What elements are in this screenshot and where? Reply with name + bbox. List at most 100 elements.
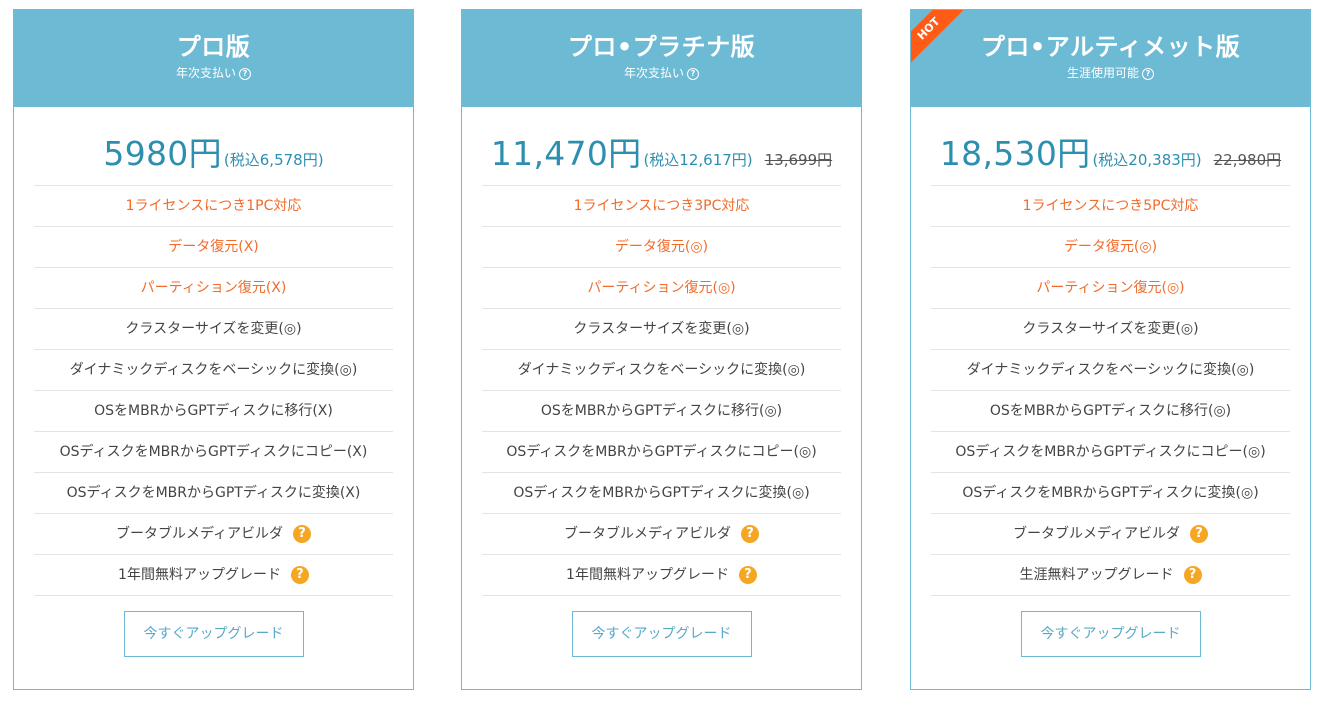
billing-info: 年次支払い? [14,65,413,81]
feature-label: OSディスクをMBRからGPTディスクにコピー(◎) [955,444,1266,460]
feature-label: 生涯無料アップグレード [1019,567,1174,583]
feature-item: OSディスクをMBRからGPTディスクにコピー(X) [34,432,393,473]
help-icon[interactable]: ? [293,525,312,543]
price-tax: (税込6,578円) [223,151,324,169]
plan-name: プロ•プラチナ版 [567,33,756,61]
feature-list: 1ライセンスにつき5PC対応 データ復元(◎) パーティション復元(◎) クラスターサ… [931,185,1290,596]
feature-item: 1年間無料アップグレード? [34,555,393,596]
feature-label: パーティション復元(◎) [587,280,736,296]
plan-header: プロ版 年次支払い? [14,10,413,107]
price-row: 11,470円 (税込12,617円) 13,699円 [462,107,861,173]
price-row: 5980円 (税込6,578円) [14,107,413,173]
feature-item: ブータブルメディアビルダ? [482,514,841,555]
help-icon[interactable]: ? [239,67,251,80]
feature-label: OSディスクをMBRからGPTディスクにコピー(X) [59,444,368,460]
plan-header: プロ•プラチナ版 年次支払い? [462,10,861,107]
price: 18,530円 [939,134,1091,173]
feature-label: データ復元(◎) [1063,239,1158,255]
help-icon[interactable]: ? [1183,566,1202,584]
feature-item: データ復元(◎) [931,227,1290,268]
billing-label: 年次支払い [175,66,236,80]
feature-label: OSディスクをMBRからGPTディスクに変換(◎) [962,485,1259,501]
feature-label: OSをMBRからGPTディスクに移行(X) [94,403,333,419]
help-icon[interactable]: ? [741,525,760,543]
feature-label: ブータブルメディアビルダ [1012,526,1181,542]
help-icon[interactable]: ? [1190,525,1209,543]
feature-item: パーティション復元(X) [34,268,393,309]
upgrade-button[interactable]: 今すぐアップグレード [571,611,752,657]
feature-item: OSディスクをMBRからGPTディスクに変換(◎) [931,473,1290,514]
feature-label: ブータブルメディアビルダ [563,526,732,542]
plan-name: プロ版 [176,33,251,61]
feature-item: 1年間無料アップグレード? [482,555,841,596]
feature-label: クラスターサイズを変更(◎) [573,321,750,337]
feature-label: データ復元(◎) [614,239,709,255]
feature-label: クラスターサイズを変更(◎) [125,321,302,337]
plan-header: HOT プロ•アルティメット版 生涯使用可能? [911,10,1310,107]
feature-item: パーティション復元(◎) [931,268,1290,309]
plan-card-ultimate: HOT プロ•アルティメット版 生涯使用可能? 18,530円 (税込20,383… [910,9,1311,690]
feature-item: OSディスクをMBRからGPTディスクに変換(X) [34,473,393,514]
help-icon[interactable]: ? [290,566,309,584]
feature-item: クラスターサイズを変更(◎) [931,309,1290,350]
feature-label: 1ライセンスにつき3PC対応 [573,198,750,214]
original-price: 13,699円 [764,151,833,169]
feature-label: 1年間無料アップグレード [118,567,281,583]
feature-label: OSディスクをMBRからGPTディスクに変換(X) [66,485,361,501]
feature-item: 1ライセンスにつき3PC対応 [482,186,841,227]
feature-list: 1ライセンスにつき3PC対応 データ復元(◎) パーティション復元(◎) クラスターサ… [482,185,841,596]
price: 11,470円 [490,134,642,173]
feature-item: クラスターサイズを変更(◎) [482,309,841,350]
feature-label: 1年間無料アップグレード [566,567,729,583]
feature-item: OSをMBRからGPTディスクに移行(◎) [482,391,841,432]
feature-label: OSディスクをMBRからGPTディスクにコピー(◎) [506,444,817,460]
feature-item: データ復元(X) [34,227,393,268]
price-tax: (税込12,617円) [643,151,753,169]
billing-label: 年次支払い [623,66,684,80]
feature-label: ダイナミックディスクをベーシックに変換(◎) [517,362,806,378]
plan-card-platinum: プロ•プラチナ版 年次支払い? 11,470円 (税込12,617円) 13,699… [461,9,862,690]
feature-item: パーティション復元(◎) [482,268,841,309]
feature-item: クラスターサイズを変更(◎) [34,309,393,350]
upgrade-button[interactable]: 今すぐアップグレード [1020,611,1201,657]
feature-item: OSディスクをMBRからGPTディスクにコピー(◎) [482,432,841,473]
feature-item: 1ライセンスにつき1PC対応 [34,186,393,227]
feature-item: ブータブルメディアビルダ? [931,514,1290,555]
feature-item: ダイナミックディスクをベーシックに変換(◎) [931,350,1290,391]
feature-label: ダイナミックディスクをベーシックに変換(◎) [69,362,358,378]
feature-item: OSディスクをMBRからGPTディスクに変換(◎) [482,473,841,514]
plan-card-pro: プロ版 年次支払い? 5980円 (税込6,578円) 1ライセンスにつき1PC対… [13,9,414,690]
feature-item: OSをMBRからGPTディスクに移行(X) [34,391,393,432]
original-price: 22,980円 [1213,151,1282,169]
upgrade-button[interactable]: 今すぐアップグレード [123,611,304,657]
help-icon[interactable]: ? [687,67,699,80]
feature-label: OSをMBRからGPTディスクに移行(◎) [989,403,1232,419]
feature-label: ダイナミックディスクをベーシックに変換(◎) [966,362,1255,378]
feature-label: クラスターサイズを変更(◎) [1022,321,1199,337]
feature-label: 1ライセンスにつき5PC対応 [1022,198,1199,214]
feature-label: パーティション復元(◎) [1036,280,1185,296]
feature-label: OSをMBRからGPTディスクに移行(◎) [540,403,783,419]
feature-list: 1ライセンスにつき1PC対応 データ復元(X) パーティション復元(X) クラスターサ… [34,185,393,596]
billing-label: 生涯使用可能 [1066,66,1139,80]
price-tax: (税込20,383円) [1092,151,1202,169]
feature-label: 1ライセンスにつき1PC対応 [125,198,302,214]
help-icon[interactable]: ? [738,566,757,584]
feature-item: 1ライセンスにつき5PC対応 [931,186,1290,227]
help-icon[interactable]: ? [1142,67,1154,80]
feature-item: ブータブルメディアビルダ? [34,514,393,555]
feature-label: パーティション復元(X) [140,280,287,296]
feature-label: ブータブルメディアビルダ [115,526,284,542]
feature-label: データ復元(X) [168,239,259,255]
feature-item: データ復元(◎) [482,227,841,268]
billing-info: 生涯使用可能? [911,65,1310,81]
feature-item: OSディスクをMBRからGPTディスクにコピー(◎) [931,432,1290,473]
price-row: 18,530円 (税込20,383円) 22,980円 [911,107,1310,173]
feature-label: OSディスクをMBRからGPTディスクに変換(◎) [513,485,810,501]
plan-name: プロ•アルティメット版 [980,33,1241,61]
feature-item: 生涯無料アップグレード? [931,555,1290,596]
feature-item: ダイナミックディスクをベーシックに変換(◎) [482,350,841,391]
feature-item: OSをMBRからGPTディスクに移行(◎) [931,391,1290,432]
price: 5980円 [103,134,222,173]
billing-info: 年次支払い? [462,65,861,81]
